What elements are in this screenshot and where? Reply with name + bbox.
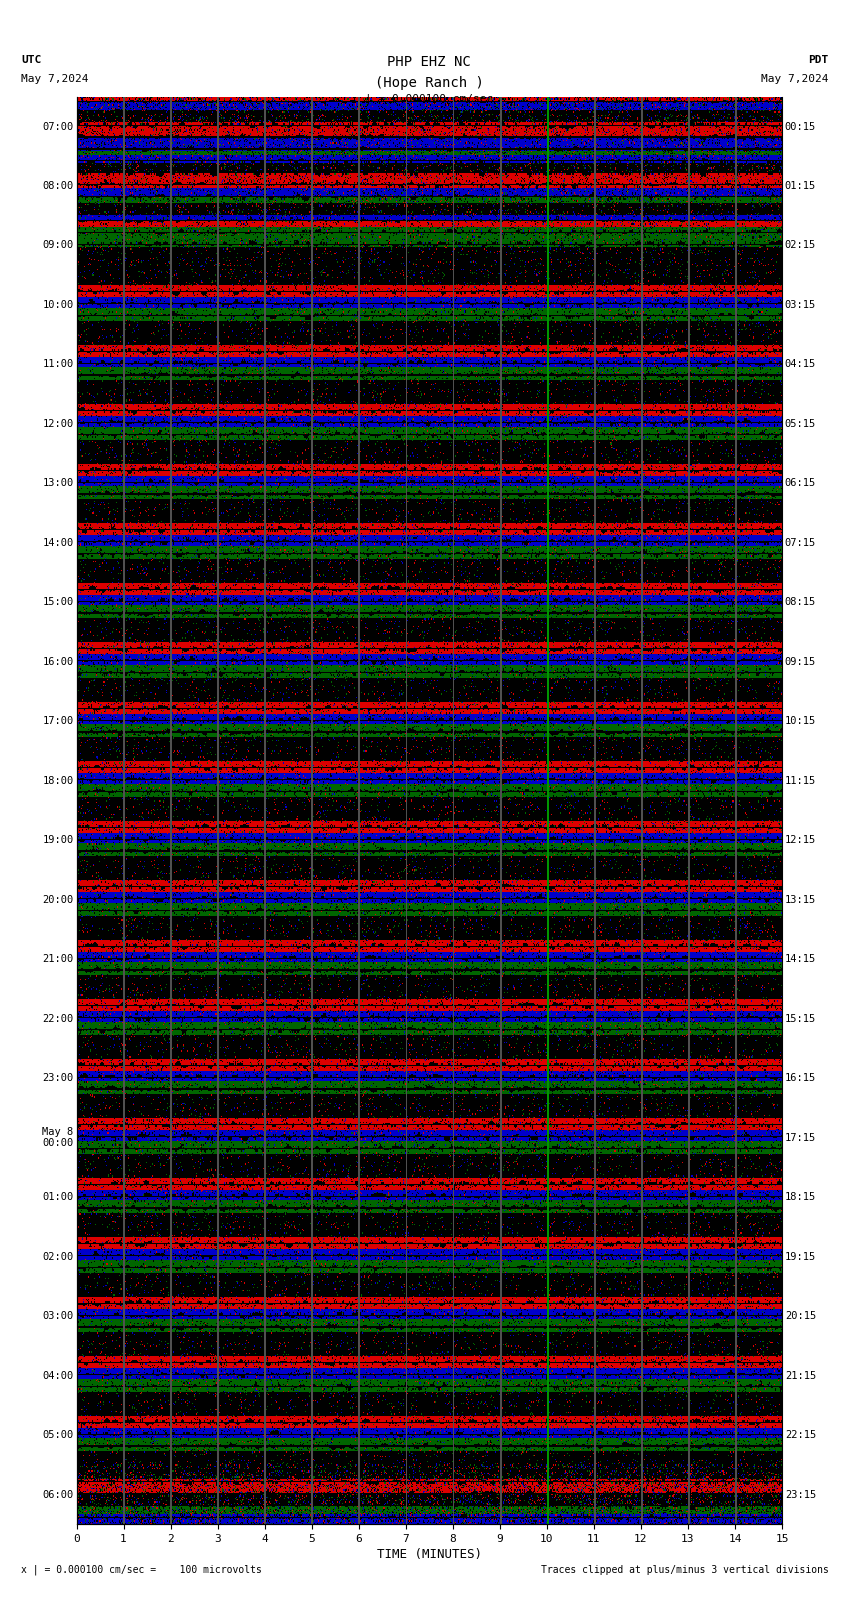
- Text: UTC: UTC: [21, 55, 42, 65]
- Text: | = 0.000100 cm/sec: | = 0.000100 cm/sec: [366, 94, 493, 105]
- Text: Traces clipped at plus/minus 3 vertical divisions: Traces clipped at plus/minus 3 vertical …: [541, 1565, 829, 1574]
- Text: (Hope Ranch ): (Hope Ranch ): [375, 76, 484, 90]
- Text: May 7,2024: May 7,2024: [762, 74, 829, 84]
- X-axis label: TIME (MINUTES): TIME (MINUTES): [377, 1548, 482, 1561]
- Text: May 7,2024: May 7,2024: [21, 74, 88, 84]
- Text: PDT: PDT: [808, 55, 829, 65]
- Text: PHP EHZ NC: PHP EHZ NC: [388, 55, 471, 69]
- Text: x | = 0.000100 cm/sec =    100 microvolts: x | = 0.000100 cm/sec = 100 microvolts: [21, 1565, 262, 1576]
